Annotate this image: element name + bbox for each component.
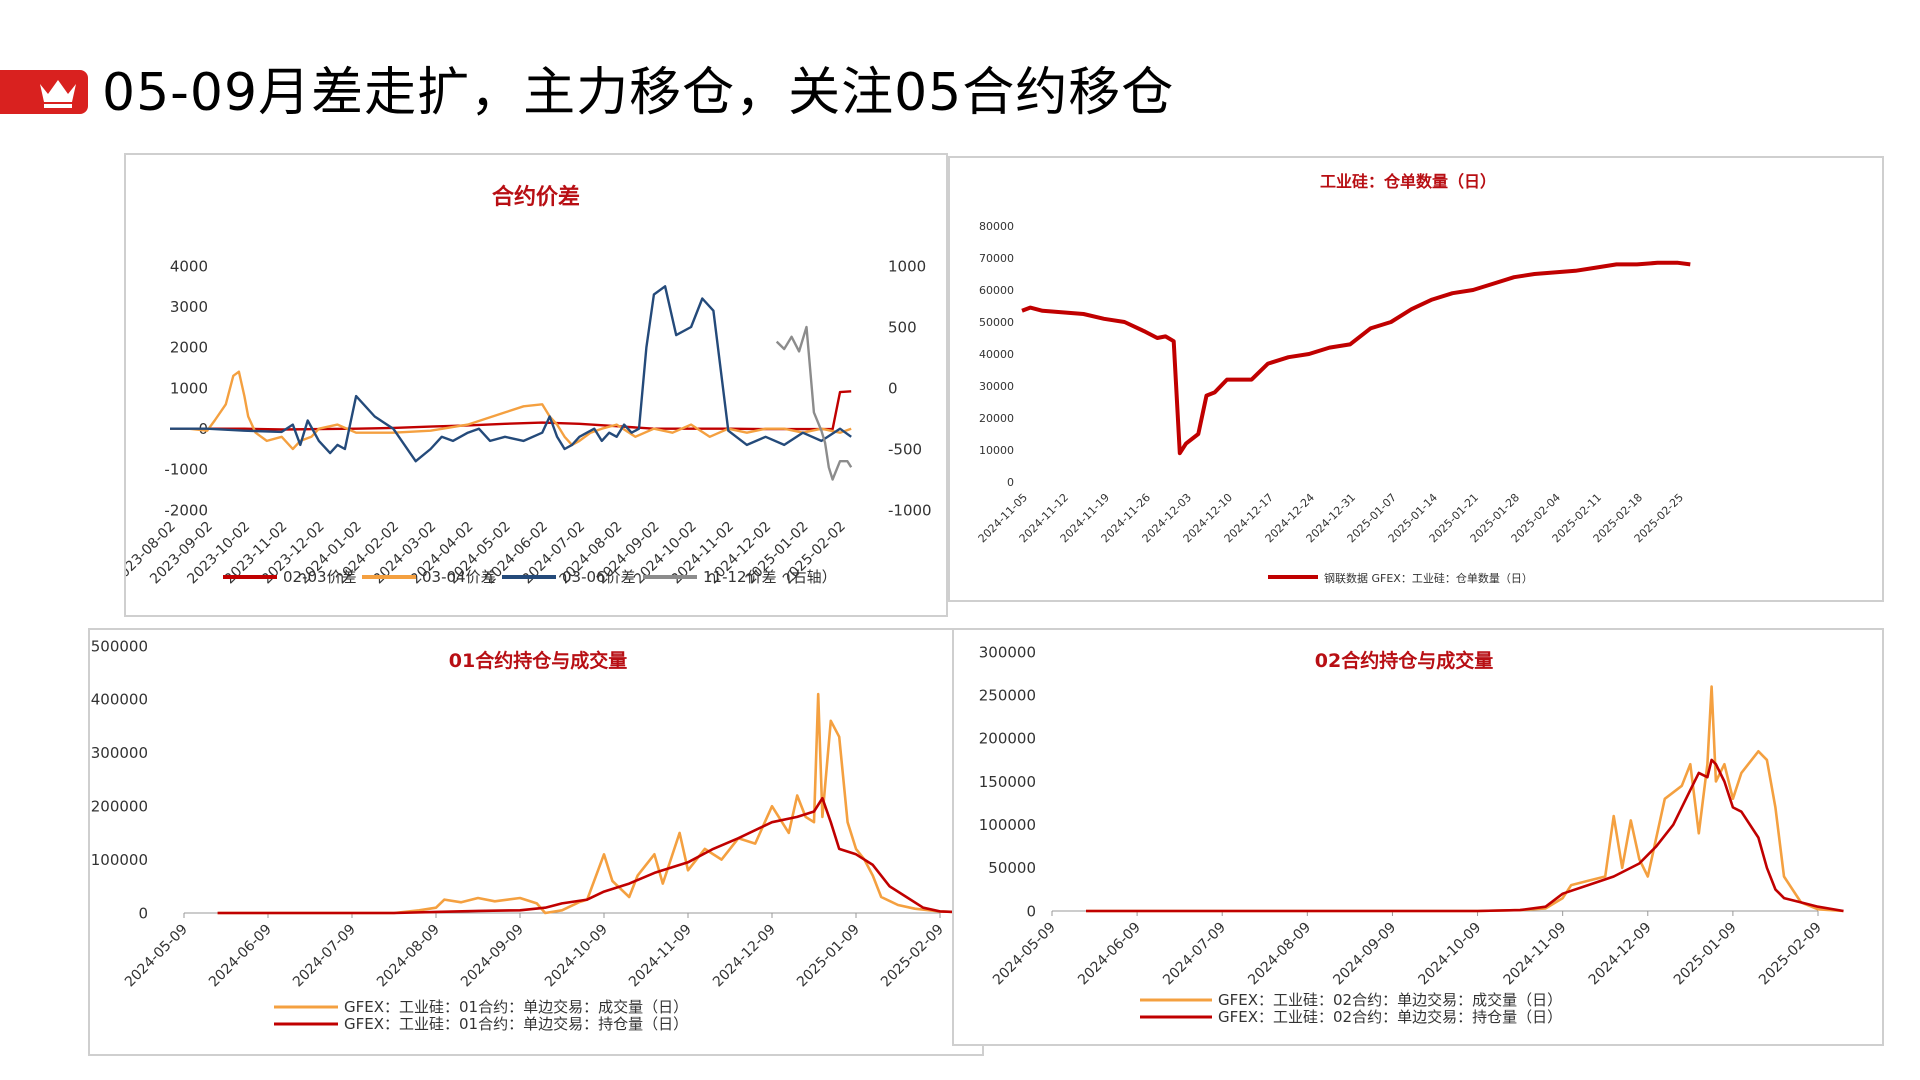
y2-tick-label: -1000 [888, 501, 932, 519]
y-tick-label: 0 [1007, 476, 1014, 489]
legend-label: 03-04价差 [422, 568, 496, 586]
series-line [217, 692, 986, 915]
series-line [1021, 260, 1691, 456]
y2-tick-label: 0 [888, 379, 898, 397]
y2-tick-label: 500 [888, 318, 917, 336]
legend-label: GFEX：工业硅：02合约：单边交易：持仓量（日） [1218, 1008, 1562, 1026]
y-tick-label: 200000 [979, 730, 1036, 748]
x-tick-label: 2024-08-09 [1245, 920, 1314, 989]
x-tick-label: 2025-02-09 [1756, 920, 1825, 989]
y-tick-label: 300000 [91, 744, 148, 762]
chart-title: 01合约持仓与成交量 [449, 649, 627, 672]
x-tick-label: 2024-11-09 [626, 922, 695, 991]
y-tick-label: 500000 [91, 637, 148, 655]
x-tick-label: 2024-08-09 [374, 922, 443, 991]
spread-chart-panel: 合约价差 4000 3000 2000 1000 0 -1000 -2000 1000 500 0-… [124, 153, 948, 617]
y-tick-label: 80000 [979, 220, 1014, 233]
warrant-chart-panel: 工业硅：仓单数量（日） 80000 70000 60000 50000 40000 3000… [948, 156, 1884, 602]
y-tick-label: 250000 [979, 686, 1036, 704]
y-tick-label: 2000 [170, 339, 208, 357]
legend-label: 02-03价差 [283, 568, 357, 586]
x-tick-label: 2024-12-09 [710, 922, 779, 991]
x-tick-label: 2024-07-09 [1160, 920, 1229, 989]
x-tick-label: 2025-01-09 [1671, 920, 1740, 989]
c02-chart: 02合约持仓与成交量 300000 250000 200000 150000 100000… [979, 643, 1844, 1026]
y-tick-label: -1000 [164, 461, 208, 479]
y-tick-label: 400000 [91, 691, 148, 709]
series-line [217, 796, 986, 915]
series-line [170, 285, 852, 463]
y-tick-label: 0 [138, 904, 148, 922]
y-tick-label: 50000 [979, 316, 1014, 329]
warrant-chart: 工业硅：仓单数量（日） 80000 70000 60000 50000 40000 3000… [976, 172, 1691, 585]
y-tick-label: 60000 [979, 284, 1014, 297]
series-line [775, 325, 853, 481]
x-tick-label: 2024-10-09 [542, 922, 611, 991]
x-tick-label: 2024-11-09 [1501, 920, 1570, 989]
x-tick-label: 2024-06-09 [1075, 920, 1144, 989]
x-tick-label: 2024-07-09 [290, 922, 359, 991]
c01-chart: 01合约持仓与成交量 500000 400000 300000 200000 100000… [91, 637, 986, 1033]
y-tick-label: 150000 [979, 773, 1036, 791]
legend-label: 11-12价差（右轴） [703, 568, 837, 586]
series-line [170, 370, 852, 451]
y2-tick-label: -500 [888, 440, 922, 458]
chart-title: 02合约持仓与成交量 [1315, 649, 1493, 672]
x-tick-label: 2024-06-09 [206, 922, 275, 991]
legend-label: 03-06价差 [562, 568, 636, 586]
chart-title: 合约价差 [492, 184, 580, 210]
x-tick-label: 2025-01-09 [794, 922, 863, 991]
c02-chart-panel: 02合约持仓与成交量 300000 250000 200000 150000 100000… [952, 628, 1884, 1046]
page-title: 05-09月差走扩，主力移仓，关注05合约移仓 [102, 63, 1175, 123]
x-tick-label: 2025-02-09 [878, 922, 947, 991]
y-tick-label: 70000 [979, 252, 1014, 265]
series-line [170, 390, 852, 431]
legend-label: 钢联数据 GFEX：工业硅：仓单数量（日） [1324, 571, 1533, 585]
y2-tick-label: 1000 [888, 257, 926, 275]
y-tick-label: -2000 [164, 501, 208, 519]
y-tick-label: 30000 [979, 380, 1014, 393]
x-tick-label: 2024-05-09 [990, 920, 1059, 989]
x-tick-label: 2024-09-09 [458, 922, 527, 991]
y-tick-label: 3000 [170, 298, 208, 316]
y-tick-label: 40000 [979, 348, 1014, 361]
x-tick-label: 2024-12-09 [1586, 920, 1655, 989]
y-tick-label: 300000 [979, 643, 1036, 661]
y-tick-label: 100000 [979, 816, 1036, 834]
y-tick-label: 20000 [979, 412, 1014, 425]
legend-label: GFEX：工业硅：02合约：单边交易：成交量（日） [1218, 991, 1562, 1009]
legend-label: GFEX：工业硅：01合约：单边交易：持仓量（日） [344, 1015, 688, 1033]
y-tick-label: 1000 [170, 379, 208, 397]
x-tick-label: 2024-09-09 [1330, 920, 1399, 989]
y-tick-label: 50000 [988, 859, 1036, 877]
y-tick-label: 4000 [170, 257, 208, 275]
title-accent-bar [0, 70, 88, 114]
spread-chart: 合约价差40003000200010000-1000-200010005000-… [126, 184, 932, 587]
y-tick-label: 0 [1026, 902, 1036, 920]
x-tick-label: 2024-05-09 [122, 922, 191, 991]
x-tick-label: 2024-10-09 [1416, 920, 1485, 989]
y-tick-label: 10000 [979, 444, 1014, 457]
series-line [1086, 758, 1844, 913]
c01-chart-panel: 01合约持仓与成交量 500000 400000 300000 200000 100000… [88, 628, 986, 1056]
y-tick-label: 100000 [91, 851, 148, 869]
legend-label: GFEX：工业硅：01合约：单边交易：成交量（日） [344, 998, 688, 1016]
chart-title: 工业硅：仓单数量（日） [1320, 172, 1496, 191]
y-tick-label: 200000 [91, 797, 148, 815]
crown-icon [40, 80, 76, 108]
